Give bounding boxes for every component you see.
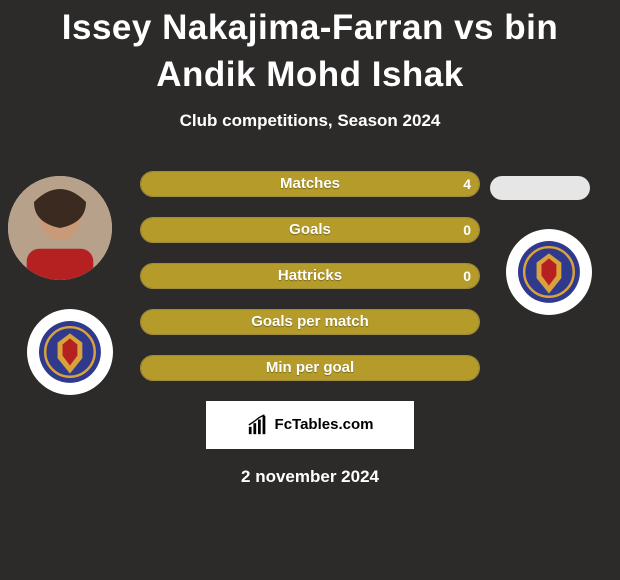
stat-label: Goals <box>141 218 479 242</box>
stat-row: Matches 4 <box>140 171 480 197</box>
stat-value-left: 0 <box>463 264 471 288</box>
stat-row: Hattricks 0 <box>140 263 480 289</box>
stat-value-left: 4 <box>463 172 471 196</box>
chart-icon <box>247 414 269 436</box>
stat-bars: Matches 4 Goals 0 Hattricks 0 Goals per … <box>140 171 480 381</box>
player-right-empty-pill <box>490 176 590 200</box>
stat-row: Goals per match <box>140 309 480 335</box>
player-right-club-logo <box>506 229 592 315</box>
branding-text: FcTables.com <box>275 416 374 433</box>
stat-label: Goals per match <box>141 310 479 334</box>
subtitle: Club competitions, Season 2024 <box>0 111 620 131</box>
player-left-club-logo <box>27 309 113 395</box>
stat-label: Matches <box>141 172 479 196</box>
stat-row: Min per goal <box>140 355 480 381</box>
stat-value-left: 0 <box>463 218 471 242</box>
date-text: 2 november 2024 <box>0 467 620 487</box>
page-title: Issey Nakajima-Farran vs bin Andik Mohd … <box>0 0 620 99</box>
stat-label: Hattricks <box>141 264 479 288</box>
player-left-avatar <box>8 176 112 280</box>
branding-box: FcTables.com <box>206 401 414 449</box>
stat-row: Goals 0 <box>140 217 480 243</box>
stat-label: Min per goal <box>141 356 479 380</box>
